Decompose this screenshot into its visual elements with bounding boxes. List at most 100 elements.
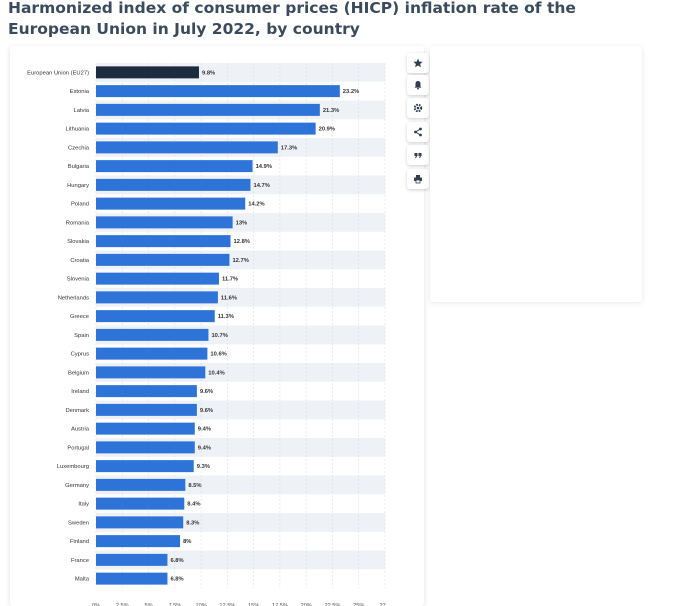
data-label: 6.8% [170,558,183,564]
bar [96,366,206,379]
category-label: Portugal [67,445,89,451]
bar [96,291,218,304]
print-icon [414,175,422,184]
category-label: Finland [70,539,89,545]
cite-button[interactable] [407,145,429,165]
side-panel [430,46,642,302]
category-label: Malta [75,577,90,583]
data-label: 11.6% [221,295,237,301]
share-button[interactable] [407,122,429,142]
category-label: European Union (EU27) [27,70,89,76]
category-label: Slovenia [67,277,90,283]
data-label: 9.6% [200,408,213,414]
data-label: 9.8% [202,70,215,76]
bar [96,103,320,116]
data-label: 11.7% [222,277,238,283]
category-label: Hungary [67,183,89,189]
data-label: 10.6% [210,352,226,358]
quote-icon [414,153,422,159]
bar [96,66,199,79]
bar [96,272,219,285]
gear-icon [413,103,423,113]
category-label: Austria [71,427,90,433]
data-label: 11.3% [218,314,234,320]
bar [96,197,246,210]
category-label: Luxembourg [57,464,89,470]
data-label: 6.8% [170,577,183,583]
bar [96,310,215,323]
category-label: Greece [70,314,89,320]
data-label: 12.8% [234,239,250,245]
chart-card: 0% 2.5% 5% 7.5% 10% 12.5% 15% 17.5% 20% 22.5% 25% 2… [10,46,429,606]
bar [96,385,197,398]
category-label: Netherlands [58,295,89,301]
bar [96,85,340,98]
data-label: 20.9% [319,127,335,133]
bar [96,122,316,135]
category-label: Poland [71,202,89,208]
bar [96,422,195,435]
data-label: 14.9% [256,164,272,170]
data-label: 12.7% [232,258,248,264]
settings-button[interactable] [407,98,429,118]
data-label: 8% [183,539,191,545]
bar-chart: 0% 2.5% 5% 7.5% 10% 12.5% 15% 17.5% 20% 22.5% 25% 2… [27,63,391,606]
bar [96,403,197,416]
favorite-button[interactable] [407,53,429,73]
bar [96,160,253,173]
category-label: Belgium [68,370,89,376]
category-label: Spain [74,333,89,339]
data-label: 17.3% [281,145,297,151]
bar [96,216,233,229]
bar [96,553,168,566]
data-label: 9.3% [197,464,210,470]
bar [96,253,230,266]
data-label: 9.6% [200,389,213,395]
bar [96,347,208,360]
category-label: Czechia [68,145,90,151]
data-label: 23.2% [343,89,359,95]
category-label: Romania [66,220,90,226]
bar [96,460,194,473]
page-title: Harmonized index of consumer prices (HIC… [8,0,576,38]
category-label: Denmark [65,408,89,414]
data-label: 14.2% [248,202,264,208]
bar [96,497,185,510]
bar [96,478,186,491]
bar [96,328,209,341]
data-label: 14.7% [253,183,269,189]
notification-button[interactable] [407,75,429,95]
category-label: Lithuania [65,127,89,133]
category-label: Latvia [74,108,90,114]
data-label: 21.3% [323,108,339,114]
category-label: Slovakia [67,239,90,245]
bar [96,441,195,454]
bell-icon [414,81,422,90]
bar [96,572,168,585]
row-band [96,550,385,570]
category-label: Italy [78,502,89,508]
bar [96,141,278,154]
data-label: 9.4% [198,427,211,433]
category-label: France [71,558,89,564]
print-button[interactable] [407,169,429,189]
data-label: 8.5% [188,483,201,489]
category-label: Germany [65,483,89,489]
data-label: 8.3% [186,520,199,526]
bar [96,235,231,248]
data-label: 10.4% [208,370,224,376]
data-label: 9.4% [198,445,211,451]
category-label: Cyprus [71,352,89,358]
data-label: 10.7% [211,333,227,339]
star-icon [413,58,423,68]
category-label: Ireland [71,389,89,395]
category-label: Croatia [70,258,89,264]
category-label: Sweden [68,520,89,526]
share-icon [414,127,422,137]
data-label: 13% [236,220,248,226]
category-label: Bulgaria [68,164,90,170]
bar [96,516,184,529]
data-label: 8.4% [187,502,200,508]
bar [96,178,251,191]
category-label: Estonia [70,89,90,95]
